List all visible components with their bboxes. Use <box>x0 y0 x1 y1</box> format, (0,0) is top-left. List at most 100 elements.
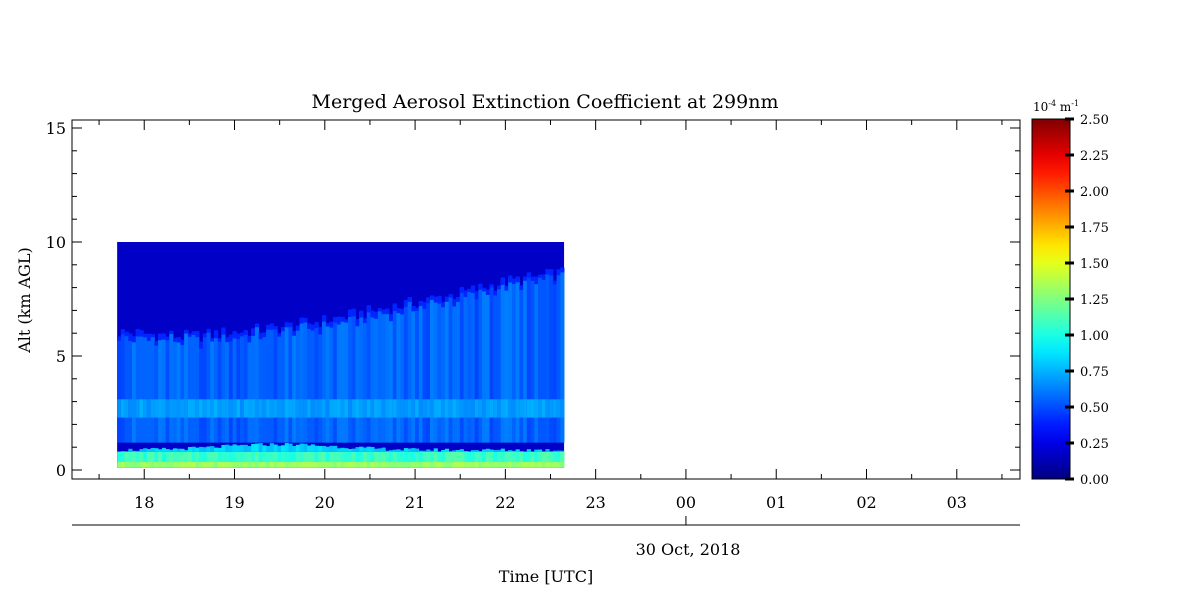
heatmap-cell <box>247 451 252 463</box>
heatmap-cell <box>485 289 490 295</box>
heatmap-cell <box>299 318 304 443</box>
heatmap-cell <box>366 451 371 463</box>
heatmap-cell <box>552 399 558 418</box>
heatmap-cell <box>333 318 338 443</box>
heatmap-cell <box>374 462 379 468</box>
heatmap-cell <box>176 448 181 452</box>
heatmap-cell <box>470 399 476 418</box>
heatmap-cell <box>232 451 237 463</box>
heatmap-cell <box>146 333 152 341</box>
colorbar-unit-base: 10 <box>1033 100 1048 114</box>
heatmap-cell <box>348 309 353 318</box>
heatmap-cell <box>433 448 438 452</box>
heatmap-cell <box>482 449 487 452</box>
heatmap-cell <box>273 462 278 468</box>
heatmap-cell <box>165 462 170 468</box>
heatmap-cell <box>176 338 181 443</box>
heatmap-cell <box>132 450 137 452</box>
heatmap-cell <box>403 301 409 443</box>
heatmap-cell <box>370 451 375 463</box>
heatmap-cell <box>120 451 125 452</box>
heatmap-cell <box>441 451 446 463</box>
heatmap-cell <box>225 338 230 443</box>
heatmap-cell <box>247 446 252 452</box>
heatmap-cell <box>523 399 528 418</box>
heatmap-cell <box>150 399 155 418</box>
heatmap-cell <box>429 451 435 463</box>
heatmap-cell <box>288 462 293 468</box>
heatmap-cell <box>333 445 338 452</box>
heatmap-cell <box>158 451 163 463</box>
heatmap-cell <box>213 331 219 443</box>
heatmap-cell <box>124 451 129 463</box>
heatmap-cell <box>493 291 498 443</box>
heatmap-cell <box>478 462 483 468</box>
heatmap-cell <box>120 330 125 443</box>
heatmap-cell <box>303 462 308 468</box>
heatmap-cell <box>500 277 505 285</box>
heatmap-cell <box>288 443 293 452</box>
heatmap-cell <box>336 462 341 468</box>
heatmap-cell <box>385 309 390 443</box>
heatmap-cell <box>444 451 450 463</box>
heatmap-cell <box>515 276 520 283</box>
heatmap-cell <box>482 451 487 463</box>
heatmap-cell <box>247 462 252 468</box>
heatmap-cell <box>307 324 312 443</box>
heatmap-cell <box>199 399 204 418</box>
colorbar-tick-label: 1.25 <box>1080 293 1109 308</box>
heatmap-cell <box>288 451 293 463</box>
heatmap-cell <box>318 328 323 443</box>
heatmap-cell <box>202 399 207 418</box>
heatmap-cell <box>511 279 517 443</box>
heatmap-cell <box>433 297 438 443</box>
heatmap-cell <box>396 451 401 463</box>
heatmap-cell <box>329 445 334 452</box>
heatmap-cell <box>411 307 416 443</box>
heatmap-cell <box>247 335 252 343</box>
heatmap-cell <box>485 451 490 463</box>
heatmap-cell <box>366 306 371 443</box>
heatmap-cell <box>474 450 479 452</box>
heatmap-cell <box>281 462 286 468</box>
heatmap-cell <box>273 444 278 452</box>
heatmap-cell <box>176 451 181 463</box>
heatmap-cell <box>526 272 531 278</box>
heatmap-cell <box>202 334 207 443</box>
heatmap-cell <box>310 444 315 452</box>
x-tick-label: 01 <box>766 493 786 512</box>
heatmap-cell <box>314 323 319 443</box>
heatmap-cell <box>210 338 215 342</box>
heatmap-cell <box>318 327 323 335</box>
heatmap-cell <box>325 324 330 443</box>
heatmap-cell <box>511 462 517 468</box>
heatmap-cell <box>504 451 509 452</box>
heatmap-cell <box>489 451 494 463</box>
heatmap-cell <box>143 448 148 452</box>
heatmap-cell <box>504 287 509 443</box>
heatmap-cell <box>392 303 397 312</box>
heatmap-cell <box>236 334 241 443</box>
heatmap-cell <box>560 451 565 463</box>
heatmap-cell <box>247 336 252 443</box>
heatmap-cell <box>251 443 256 452</box>
heatmap-cell <box>552 462 558 468</box>
heatmap-cell <box>217 338 222 342</box>
heatmap-cell <box>348 449 353 452</box>
heatmap-cell <box>381 399 386 418</box>
heatmap-cell <box>366 399 371 418</box>
heatmap-cell <box>534 276 539 285</box>
colorbar-tick-label: 2.50 <box>1080 113 1109 128</box>
heatmap-cell <box>206 446 211 452</box>
heatmap-cell <box>236 399 241 418</box>
heatmap-cell <box>191 446 196 452</box>
heatmap-cell <box>173 339 178 443</box>
heatmap-cell <box>362 451 368 463</box>
heatmap-cell <box>526 273 531 443</box>
heatmap-cell <box>411 451 416 463</box>
heatmap-cell <box>210 446 215 452</box>
heatmap-cell <box>433 451 438 463</box>
heatmap-cell <box>150 333 155 338</box>
heatmap-cell <box>180 340 185 443</box>
heatmap-cell <box>329 321 334 328</box>
